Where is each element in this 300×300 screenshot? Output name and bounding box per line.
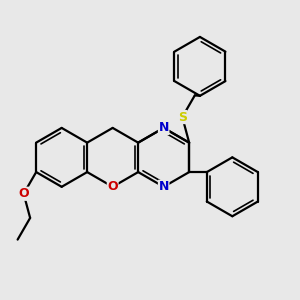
Text: O: O [18,187,29,200]
Text: N: N [158,180,169,193]
Text: O: O [107,180,118,193]
Text: S: S [178,110,187,124]
Text: N: N [158,122,169,134]
